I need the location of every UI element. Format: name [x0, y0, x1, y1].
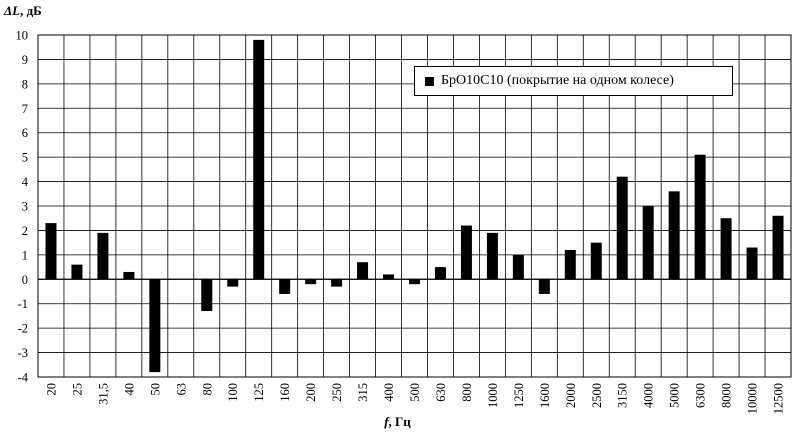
bar	[434, 267, 446, 280]
bar	[616, 176, 628, 280]
bar	[305, 279, 317, 285]
y-tick-label: -1	[18, 297, 28, 311]
x-axis-symbol: f	[384, 414, 389, 429]
bar	[201, 279, 213, 312]
x-tick-label: 2500	[590, 383, 604, 408]
bar	[383, 274, 395, 280]
x-tick-label: 50	[148, 383, 162, 396]
x-tick-label: 6300	[694, 383, 708, 408]
bar	[331, 279, 343, 287]
bar	[253, 39, 265, 280]
x-tick-label: 400	[382, 383, 396, 402]
x-tick-label: 40	[122, 383, 136, 396]
x-tick-label: 63	[174, 383, 188, 396]
x-axis-unit: , Гц	[388, 414, 411, 429]
x-tick-labels: 20 25 31,5 40 50 63 80 100 125 160 200 250 315 400 500…	[44, 383, 785, 414]
bar	[71, 264, 83, 280]
x-tick-label: 5000	[668, 383, 682, 408]
x-tick-label: 1000	[486, 383, 500, 408]
y-tick-label: -2	[18, 322, 28, 336]
y-tick-label: 5	[22, 151, 28, 165]
y-tick-label: 1	[22, 248, 28, 262]
x-tick-label: 800	[460, 383, 474, 402]
y-tick-label: 10	[16, 29, 29, 43]
x-tick-label: 200	[304, 383, 318, 402]
bar	[123, 271, 135, 280]
y-tick-label: 9	[22, 53, 28, 67]
bar	[409, 279, 420, 285]
bar	[720, 218, 732, 280]
y-tick-label: 0	[22, 273, 28, 287]
bar	[486, 232, 498, 280]
y-axis-label: ΔL, дБ	[4, 3, 42, 19]
bar	[538, 279, 550, 294]
legend-label: БрО10С10 (покрытие на одном колесе)	[441, 73, 674, 88]
y-tick-label: -4	[18, 371, 29, 385]
x-tick-label: 125	[252, 383, 266, 402]
bar	[45, 223, 57, 280]
y-axis-unit: , дБ	[20, 3, 42, 18]
bar	[460, 225, 472, 280]
bar	[357, 262, 369, 280]
legend-swatch	[425, 76, 434, 86]
bar	[227, 279, 239, 287]
x-tick-label: 10000	[746, 383, 760, 414]
x-tick-label: 2000	[564, 383, 578, 408]
x-tick-label: 12500	[772, 383, 786, 414]
y-axis-symbol: ΔL	[4, 3, 21, 18]
x-tick-label: 8000	[720, 383, 734, 408]
x-axis-label: f, Гц	[0, 414, 795, 430]
x-tick-label: 25	[70, 383, 84, 396]
bar	[512, 254, 524, 280]
bar	[694, 154, 706, 280]
x-tick-label: 630	[434, 383, 448, 402]
bar	[772, 215, 784, 280]
bar	[564, 249, 576, 280]
x-tick-label: 1600	[538, 383, 552, 408]
x-tick-label: 4000	[642, 383, 656, 408]
chart-legend: БрО10С10 (покрытие на одном колесе)	[414, 66, 733, 96]
x-tick-label: 500	[408, 383, 422, 402]
y-tick-labels: -4 -3 -2 -1 0 1 2 3 4 5 6 7 8 9 10	[16, 29, 29, 385]
y-tick-label: 4	[22, 175, 29, 189]
bar	[149, 279, 161, 373]
x-tick-label: 100	[226, 383, 240, 402]
x-tick-label: 250	[330, 383, 344, 402]
bar	[668, 191, 680, 280]
x-tick-label: 20	[44, 383, 58, 396]
y-tick-label: 2	[22, 224, 28, 238]
x-tick-label: 1250	[512, 383, 526, 408]
y-tick-label: 6	[22, 126, 28, 140]
chart-bars	[45, 39, 784, 373]
chart-axes	[37, 34, 792, 378]
x-tick-label: 315	[356, 383, 370, 402]
bar	[746, 247, 758, 280]
x-tick-label: 3150	[616, 383, 630, 408]
y-tick-label: 7	[22, 102, 28, 116]
x-tick-label: 80	[200, 383, 214, 396]
y-tick-label: -3	[18, 346, 28, 360]
bar	[642, 206, 654, 280]
y-tick-label: 8	[22, 77, 28, 91]
x-tick-label: 31,5	[96, 383, 110, 405]
plot-area-border	[37, 34, 792, 378]
bar	[279, 279, 291, 294]
x-tick-label: 160	[278, 383, 292, 402]
bar	[97, 232, 109, 280]
bar	[590, 242, 602, 280]
y-tick-label: 3	[22, 200, 28, 214]
